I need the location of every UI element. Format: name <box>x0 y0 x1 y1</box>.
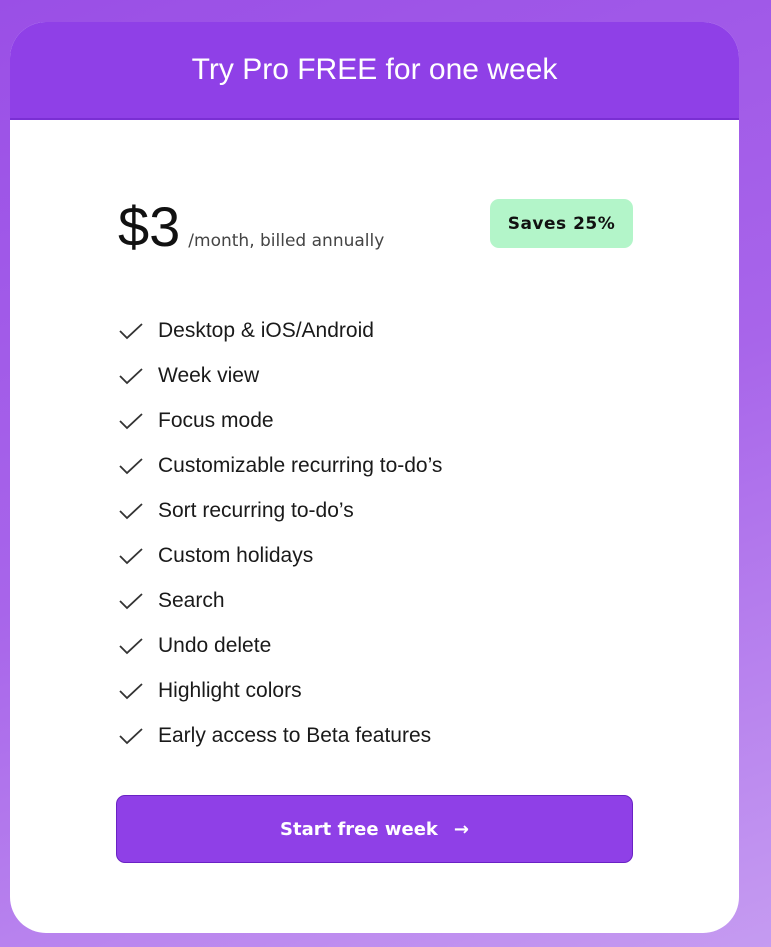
arrow-right-icon: → <box>453 818 469 840</box>
feature-item: Search <box>118 578 442 623</box>
feature-label: Early access to Beta features <box>158 723 432 747</box>
check-icon <box>119 547 143 564</box>
check-icon <box>119 457 143 474</box>
check-icon <box>119 727 143 744</box>
feature-label: Highlight colors <box>158 678 302 702</box>
header-title: Try Pro FREE for one week <box>191 53 558 86</box>
feature-label: Focus mode <box>158 408 274 432</box>
check-icon <box>119 322 143 339</box>
feature-label: Week view <box>158 363 260 387</box>
price: $3 /month, billed annually <box>118 194 384 259</box>
feature-item: Highlight colors <box>118 668 442 713</box>
check-icon <box>119 502 143 519</box>
start-free-week-button[interactable]: Start free week → <box>116 795 633 863</box>
feature-item: Focus mode <box>118 398 442 443</box>
savings-badge: Saves 25% <box>490 199 633 248</box>
feature-item: Sort recurring to-do’s <box>118 488 442 533</box>
feature-item: Desktop & iOS/Android <box>118 308 442 353</box>
feature-label: Undo delete <box>158 633 272 657</box>
check-icon <box>119 637 143 654</box>
feature-label: Customizable recurring to-do’s <box>158 453 443 477</box>
check-icon <box>119 367 143 384</box>
feature-label: Custom holidays <box>158 543 314 567</box>
card-header: Try Pro FREE for one week <box>10 22 739 120</box>
feature-item: Undo delete <box>118 623 442 668</box>
feature-item: Week view <box>118 353 442 398</box>
savings-badge-label: Saves 25% <box>507 213 616 234</box>
check-icon <box>119 412 143 429</box>
price-amount: $3 <box>118 195 181 258</box>
pricing-card: Try Pro FREE for one week $3 /month, bil… <box>10 22 739 933</box>
feature-list: Desktop & iOS/Android Week view Focus mode… <box>118 308 442 758</box>
feature-item: Early access to Beta features <box>118 713 442 758</box>
feature-item: Customizable recurring to-do’s <box>118 443 442 488</box>
feature-label: Sort recurring to-do’s <box>158 498 354 522</box>
price-period: /month, billed annually <box>188 231 385 251</box>
feature-item: Custom holidays <box>118 533 442 578</box>
check-icon <box>119 682 143 699</box>
feature-label: Desktop & iOS/Android <box>158 318 374 342</box>
check-icon <box>119 592 143 609</box>
start-free-week-label: Start free week <box>280 818 438 840</box>
feature-label: Search <box>158 588 225 612</box>
